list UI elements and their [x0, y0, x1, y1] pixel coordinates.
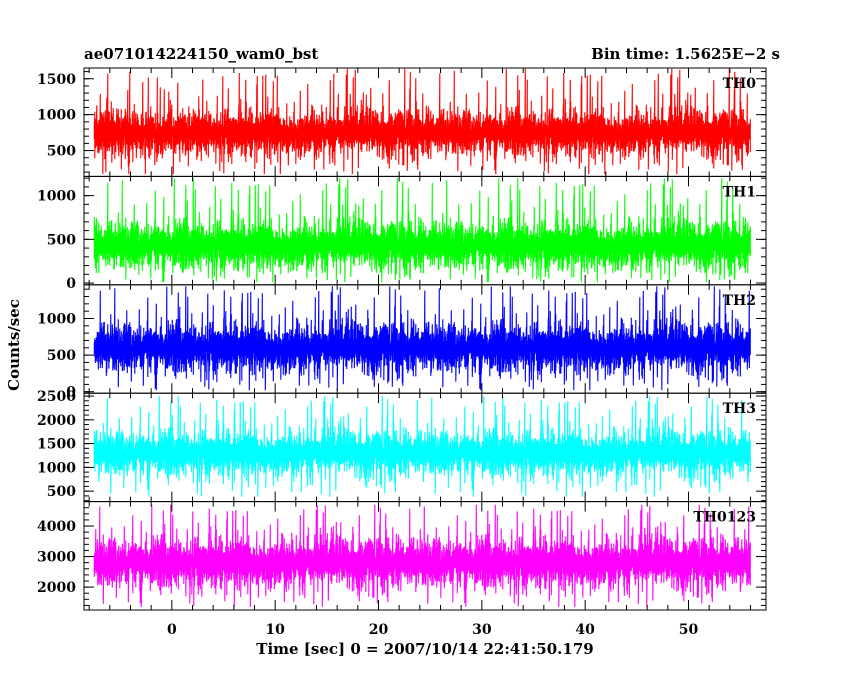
y-tick-label: 2500 [37, 389, 76, 405]
y-tick-label: 0 [66, 276, 76, 292]
x-tick-label: 10 [265, 622, 285, 638]
series-label-th0: TH0 [723, 76, 757, 92]
y-tick-label: 1000 [37, 108, 76, 124]
x-tick-label: 20 [369, 622, 389, 638]
series-th3 [93, 396, 751, 497]
panel-th0123: 2000 3000 4000 TH0123 [37, 501, 767, 611]
y-tick-label: 500 [47, 348, 76, 364]
x-tick-label: 30 [472, 622, 492, 638]
figure-title: ae071014224150_wam0_bst [84, 45, 318, 63]
series-label-th0123: TH0123 [693, 510, 756, 526]
x-axis-label: Time [sec] 0 = 2007/10/14 22:41:50.179 [256, 640, 593, 658]
series-label-th2: TH2 [723, 293, 756, 309]
y-tick-label: 2000 [37, 580, 76, 596]
y-tick-label: 1500 [37, 72, 76, 88]
x-tick-label: 0 [167, 622, 177, 638]
y-tick-label: 4000 [37, 519, 76, 535]
series-th1 [93, 178, 751, 283]
panel-frame [83, 501, 767, 611]
y-tick-label: 500 [47, 232, 76, 248]
y-tick-label: 2000 [37, 413, 76, 429]
panels-group: 500 1000 1500 TH0 0 500 1000 TH1 0 500 1000 TH2 500 1… [37, 67, 767, 611]
series-label-th1: TH1 [723, 184, 756, 200]
y-tick-label: 1000 [37, 311, 76, 327]
series-label-th3: TH3 [723, 401, 756, 417]
bin-time-label: Bin time: 1.5625E−2 s [591, 45, 780, 63]
series-th2 [93, 286, 751, 391]
y-tick-label: 0 [66, 385, 76, 401]
x-axis: 0 10 20 30 40 50 [167, 622, 699, 638]
y-tick-label: 500 [47, 144, 76, 160]
series-th0 [93, 68, 751, 175]
y-tick-label: 1000 [37, 189, 76, 205]
panel-th3: 500 1000 1500 2000 2500 TH3 [37, 389, 767, 503]
panel-th0: 500 1000 1500 TH0 [37, 67, 767, 177]
x-tick-label: 40 [575, 622, 595, 638]
y-tick-label: 1000 [37, 460, 76, 476]
panel-th1: 0 500 1000 TH1 [37, 175, 767, 292]
panel-th2: 0 500 1000 TH2 [37, 284, 767, 401]
y-tick-label: 1500 [37, 437, 76, 453]
x-tick-label: 50 [679, 622, 699, 638]
y-axis-label: Counts/sec [5, 299, 23, 391]
y-tick-label: 3000 [37, 550, 76, 566]
y-tick-label: 500 [47, 484, 76, 500]
series-th0123 [93, 504, 751, 607]
